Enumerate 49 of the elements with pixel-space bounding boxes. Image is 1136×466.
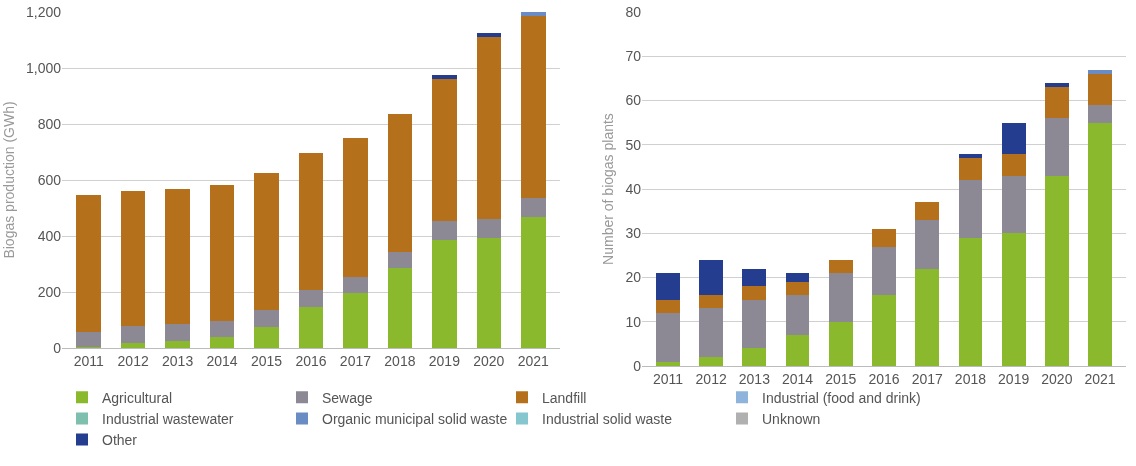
legend-label: Industrial (food and drink) bbox=[762, 389, 921, 406]
x-tick-label: 2019 bbox=[428, 352, 461, 369]
x-tick-label: 2013 bbox=[738, 370, 771, 387]
x-tick-label: 2020 bbox=[473, 352, 505, 369]
x-tick-label: 2012 bbox=[695, 370, 727, 387]
x-tick-label: 2021 bbox=[1084, 370, 1116, 387]
y-tick-label: 40 bbox=[625, 180, 642, 197]
legend-label: Landfill bbox=[542, 389, 587, 406]
x-tick-label: 2014 bbox=[781, 370, 814, 387]
y-axis-title: Number of biogas plants bbox=[600, 113, 617, 265]
y-tick-label: 200 bbox=[37, 283, 62, 300]
x-tick-label: 2017 bbox=[339, 352, 372, 369]
x-tick-label: 2012 bbox=[117, 352, 149, 369]
x-tick-label: 2017 bbox=[911, 370, 943, 387]
y-tick-label: 60 bbox=[625, 92, 642, 109]
x-tick-label: 2014 bbox=[206, 352, 238, 369]
y-tick-label: 30 bbox=[625, 225, 642, 242]
y-tick-label: 70 bbox=[625, 48, 642, 65]
legend-label: Organic municipal solid waste bbox=[322, 410, 508, 427]
x-tick-label: 2011 bbox=[73, 352, 104, 369]
x-tick-label: 2013 bbox=[162, 352, 194, 369]
y-tick-label: 400 bbox=[37, 227, 62, 244]
legend-label: Sewage bbox=[322, 389, 373, 406]
x-tick-label: 2011 bbox=[652, 370, 684, 387]
y-axis-title: Biogas production (GWh) bbox=[0, 101, 17, 259]
legend-label: Unknown bbox=[762, 410, 821, 427]
y-tick-label: 50 bbox=[625, 136, 642, 153]
x-tick-label: 2015 bbox=[825, 370, 857, 387]
x-tick-label: 2016 bbox=[295, 352, 327, 369]
y-tick-label: 600 bbox=[37, 171, 62, 188]
y-tick-label: 1,000 bbox=[25, 59, 62, 76]
x-tick-label: 2021 bbox=[517, 352, 550, 369]
y-tick-label: 0 bbox=[53, 339, 62, 356]
legend-label: Agricultural bbox=[102, 389, 173, 406]
legend-label: Other bbox=[102, 432, 138, 449]
y-tick-label: 1,200 bbox=[25, 3, 62, 20]
x-tick-label: 2018 bbox=[954, 370, 987, 387]
y-tick-label: 800 bbox=[37, 115, 62, 132]
legend-label: Industrial solid waste bbox=[542, 410, 673, 427]
x-tick-label: 2016 bbox=[868, 370, 900, 387]
y-tick-label: 10 bbox=[625, 313, 642, 330]
x-tick-label: 2020 bbox=[1041, 370, 1073, 387]
x-tick-label: 2019 bbox=[998, 370, 1030, 387]
y-tick-label: 0 bbox=[633, 357, 642, 374]
legend-label: Industrial wastewater bbox=[102, 410, 234, 427]
x-tick-label: 2018 bbox=[384, 352, 416, 369]
y-tick-label: 80 bbox=[625, 3, 642, 20]
x-tick-label: 2015 bbox=[250, 352, 283, 369]
y-tick-label: 20 bbox=[625, 269, 642, 286]
